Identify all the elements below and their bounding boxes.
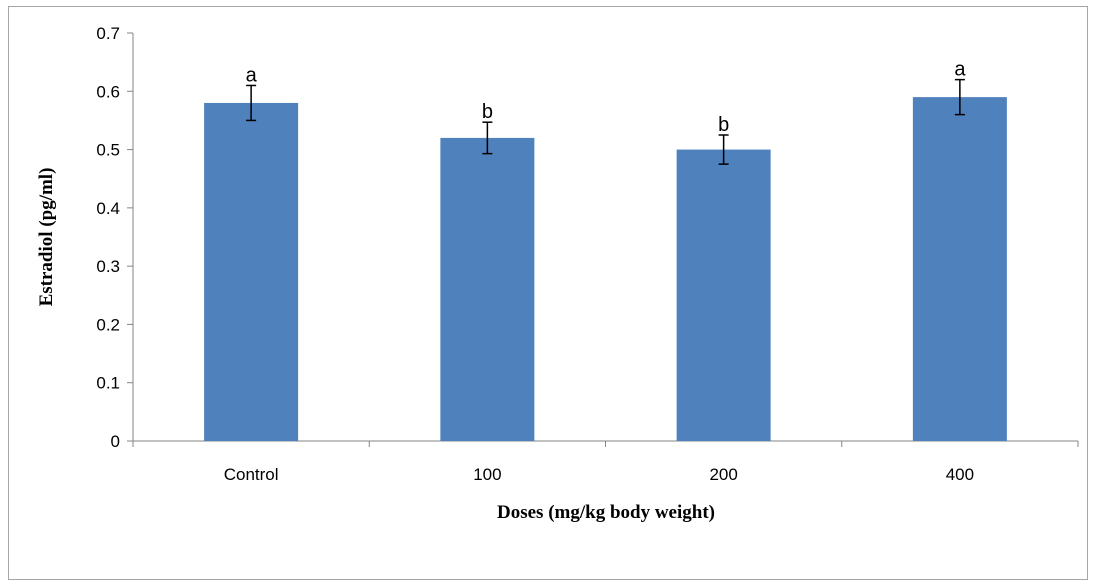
y-tick-label: 0.7 (96, 24, 120, 43)
x-axis-label: Doses (mg/kg body weight) (497, 502, 715, 523)
significance-label: b (718, 114, 729, 136)
significance-label: a (246, 64, 258, 86)
bars-group (204, 78, 1007, 442)
significance-label: a (954, 59, 966, 81)
bar (440, 137, 535, 441)
bar (676, 149, 771, 442)
chart-frame (8, 6, 1088, 580)
labels-group: a b b a (246, 59, 967, 136)
y-tick-label: 0.2 (96, 315, 120, 334)
y-axis-label: Estradiol (pg/ml) (36, 168, 57, 307)
x-tick-label: Control (224, 465, 279, 484)
bar (912, 97, 1007, 441)
y-tick-label: 0.5 (96, 141, 120, 160)
x-tick-label: 200 (709, 465, 737, 484)
y-tick-label: 0 (111, 432, 120, 451)
x-tick-label: 400 (946, 465, 974, 484)
y-tick-label: 0.6 (96, 82, 120, 101)
significance-label: b (482, 101, 493, 123)
y-tick-label: 0.4 (96, 199, 120, 218)
y-tick-label: 0.3 (96, 257, 120, 276)
x-tick-label: 100 (473, 465, 501, 484)
y-tick-label: 0.1 (96, 374, 120, 393)
bar (204, 102, 299, 441)
